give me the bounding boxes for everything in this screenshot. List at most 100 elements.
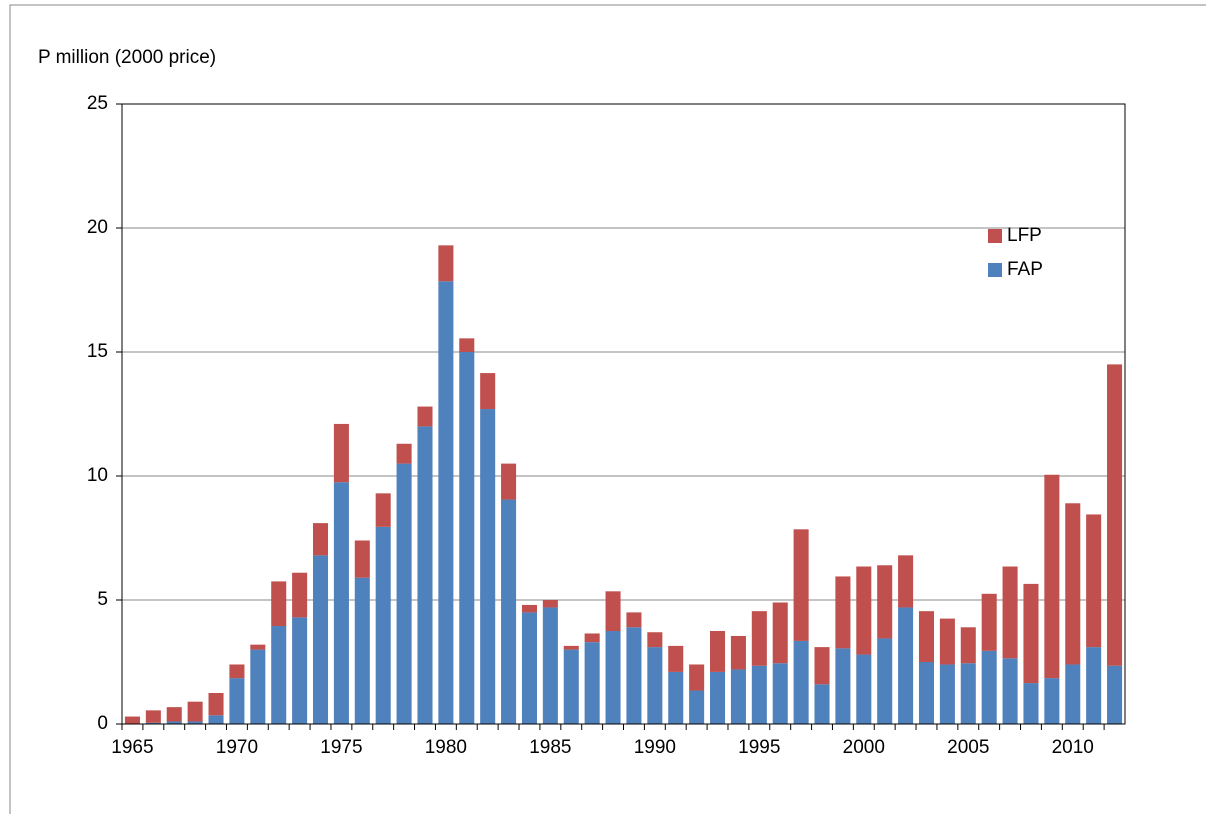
bar-segment <box>898 607 914 724</box>
bar-segment <box>229 664 245 679</box>
bar-segment <box>793 640 809 724</box>
bar-segment <box>939 664 955 724</box>
bar-segment <box>542 600 558 608</box>
y-tick-label: 5 <box>97 589 108 610</box>
frame <box>9 4 1206 814</box>
bar-segment <box>145 722 161 724</box>
bar-segment <box>751 665 767 724</box>
bar-segment <box>1107 364 1123 666</box>
legend-swatch <box>988 229 1002 243</box>
bar-segment <box>480 409 496 724</box>
y-tick-label: 15 <box>87 341 108 362</box>
legend-swatch <box>988 263 1002 277</box>
bar-segment <box>981 650 997 724</box>
bar-segment <box>960 627 976 664</box>
bar-segment <box>710 671 726 724</box>
bar-segment <box>856 566 872 655</box>
bar-segment <box>877 638 893 724</box>
y-axis-label: P million (2000 price) <box>38 47 216 68</box>
y-tick-label: 20 <box>87 217 108 238</box>
bar-segment <box>480 373 496 410</box>
bar-segment <box>772 663 788 724</box>
bar-segment <box>668 671 684 724</box>
bar-segment <box>250 644 266 650</box>
bar-segment <box>124 716 140 724</box>
bar-segment <box>187 721 203 724</box>
bar-segment <box>396 463 412 724</box>
bar-segment <box>166 707 182 722</box>
bar-segment <box>1002 566 1018 659</box>
x-tick-label: 2010 <box>1052 737 1094 758</box>
bar-segment <box>396 443 412 464</box>
bar-segment <box>521 604 537 613</box>
bar-segment <box>459 338 475 352</box>
bar-segment <box>292 617 308 724</box>
bar-segment <box>898 555 914 608</box>
bar-segment <box>730 635 746 670</box>
x-tick-label: 1975 <box>320 737 362 758</box>
bar-segment <box>292 572 308 618</box>
x-tick-label: 1995 <box>738 737 780 758</box>
bar-segment <box>250 649 266 724</box>
bar-segment <box>730 669 746 724</box>
bar-segment <box>1044 474 1060 679</box>
bar-segment <box>877 565 893 639</box>
bar-segment <box>835 576 851 649</box>
bar-segment <box>459 352 475 724</box>
bar-segment <box>208 693 224 716</box>
bar-segment <box>187 701 203 722</box>
bar-segment <box>563 649 579 724</box>
bar-segment <box>626 612 642 628</box>
bar-segment <box>918 611 935 662</box>
bar-segment <box>689 664 705 691</box>
bar-segment <box>312 555 329 724</box>
bar-segment <box>960 663 976 724</box>
bar-segment <box>918 662 935 724</box>
bar-segment <box>166 721 182 724</box>
bar-segment <box>354 577 370 724</box>
bar-segment <box>417 426 433 724</box>
x-tick-label: 2005 <box>947 737 989 758</box>
bar-segment <box>271 626 287 724</box>
y-tick-label: 10 <box>87 465 108 486</box>
bar-segment <box>501 463 517 500</box>
bar-segment <box>208 715 224 724</box>
bar-segment <box>1023 683 1039 724</box>
bar-segment <box>835 648 851 724</box>
bar-segment <box>856 654 872 724</box>
bar-segment <box>312 523 329 556</box>
bar-segment <box>501 499 517 724</box>
bar-segment <box>333 482 349 724</box>
bar-segment <box>438 245 454 282</box>
bar-segment <box>647 647 663 724</box>
bar-segment <box>354 540 370 578</box>
bar-segment <box>647 632 663 648</box>
bar-segment <box>438 281 454 724</box>
x-tick-label: 2000 <box>843 737 885 758</box>
bar-segment <box>772 602 788 664</box>
bar-segment <box>229 678 245 724</box>
bar-segment <box>584 642 600 724</box>
bar-segment <box>375 526 391 724</box>
bar-segment <box>521 612 537 724</box>
y-tick-label: 0 <box>97 713 108 734</box>
bar-segment <box>793 529 809 641</box>
bar-segment <box>1023 583 1039 684</box>
bar-segment <box>375 493 391 527</box>
bar-segment <box>1086 514 1102 648</box>
bar-segment <box>145 710 161 723</box>
bar-segment <box>710 631 726 672</box>
bar-segment <box>1065 503 1081 665</box>
x-tick-label: 1965 <box>111 737 153 758</box>
bar-segment <box>584 633 600 643</box>
bar-segment <box>542 607 558 724</box>
bar-segment <box>689 690 705 724</box>
x-tick-label: 1980 <box>425 737 467 758</box>
x-tick-label: 1985 <box>529 737 571 758</box>
bar-segment <box>417 406 433 427</box>
x-tick-label: 1990 <box>634 737 676 758</box>
bar-segment <box>605 631 621 724</box>
bar-segment <box>271 581 287 627</box>
bar-segment <box>1002 658 1018 724</box>
